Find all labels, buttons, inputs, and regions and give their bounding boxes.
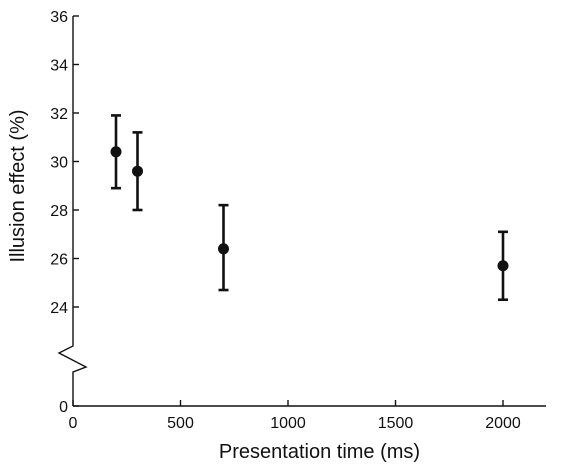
x-tick-label: 1500 bbox=[378, 415, 414, 432]
y-axis-title: Illusion effect (%) bbox=[7, 109, 29, 262]
y-tick-label: 24 bbox=[50, 300, 68, 317]
x-axis-title: Presentation time (ms) bbox=[219, 441, 420, 463]
axes bbox=[57, 16, 546, 407]
data-point bbox=[497, 260, 509, 272]
y-axis-ticks: 0 24 26 28 30 32 34 36 bbox=[50, 9, 79, 416]
x-tick-label: 2000 bbox=[485, 415, 521, 432]
y-tick-label: 30 bbox=[50, 155, 68, 172]
y-tick-label: 34 bbox=[50, 58, 68, 75]
data-point bbox=[218, 243, 229, 255]
data-point bbox=[110, 146, 122, 158]
y-tick-label: 36 bbox=[50, 9, 68, 26]
x-tick-label: 0 bbox=[69, 415, 78, 432]
x-tick-label: 500 bbox=[167, 415, 194, 432]
x-axis-ticks: 0 500 1000 1500 2000 bbox=[69, 400, 521, 432]
y-tick-label: 26 bbox=[50, 252, 68, 269]
y-axis-break bbox=[57, 340, 88, 376]
y-tick-label: 28 bbox=[50, 203, 68, 220]
y-tick-label: 0 bbox=[59, 399, 68, 416]
data-points bbox=[110, 114, 509, 302]
y-tick-label: 32 bbox=[50, 106, 68, 123]
data-point bbox=[132, 165, 143, 177]
x-tick-label: 1000 bbox=[270, 415, 306, 432]
